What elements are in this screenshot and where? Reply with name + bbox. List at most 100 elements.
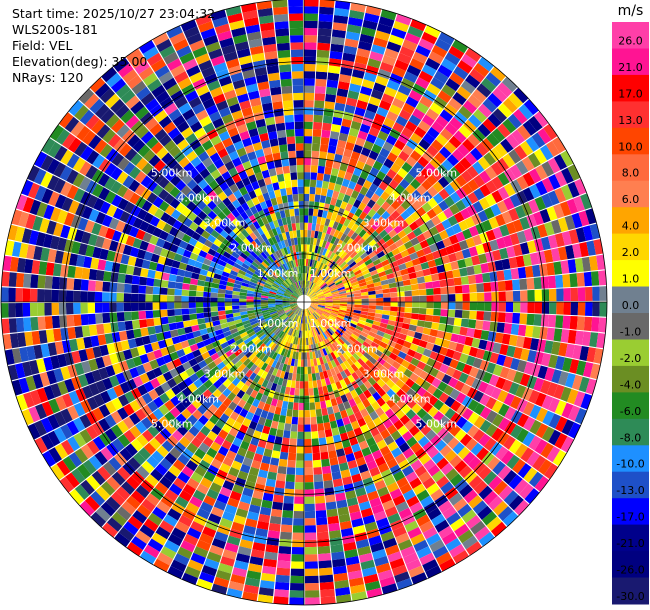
ppi-gate-cell [154,325,163,334]
ppi-gate-cell [85,165,98,180]
ppi-gate-cell [375,75,389,87]
ppi-gate-cell [294,496,304,504]
ppi-gate-cell [397,306,405,313]
ppi-gate-cell [445,245,455,255]
ppi-gate-cell [410,178,421,190]
ppi-gate-cell [191,272,200,280]
ppi-gate-cell [319,325,326,333]
ppi-gate-cell [433,96,448,109]
ppi-gate-cell [105,401,117,414]
ppi-gate-cell [306,251,310,259]
ppi-gate-cell [347,570,363,580]
ppi-gate-cell [450,517,466,532]
ppi-gate-cell [254,358,262,367]
ppi-gate-cell [112,207,124,220]
ppi-gate-cell [109,375,120,388]
ppi-gate-cell [246,269,254,276]
ppi-gate-cell [291,267,295,276]
ppi-gate-cell [309,292,316,298]
ppi-gate-cell [138,447,151,461]
ppi-gate-cell [81,325,91,337]
ppi-gate-cell [432,388,444,399]
ppi-gate-cell [329,50,343,60]
ppi-gate-cell [251,261,259,269]
ppi-gate-cell [259,462,270,472]
ppi-gate-cell [34,420,47,437]
ppi-gate-cell [483,282,492,292]
ppi-gate-cell [130,347,140,358]
ppi-gate-cell [360,470,372,481]
ppi-gate-cell [427,126,440,139]
ppi-gate-cell [341,178,351,188]
ppi-gate-cell [161,272,170,281]
ppi-gate-cell [298,273,301,281]
ppi-gate-cell [419,168,432,180]
ppi-gate-cell [419,239,429,249]
ppi-gate-cell [470,442,484,456]
ppi-gate-cell [285,187,293,196]
ppi-gate-cell [25,213,37,230]
ppi-gate-cell [392,526,407,538]
ppi-gate-cell [329,344,336,352]
ppi-gate-cell [60,439,75,456]
ppi-gate-cell [251,180,260,190]
ppi-gate-cell [277,560,291,569]
ppi-gate-cell [300,237,304,245]
ppi-gate-cell [379,275,388,282]
ppi-gate-cell [248,504,261,514]
ppi-gate-cell [367,287,376,292]
ppi-gate-cell [308,291,315,297]
ppi-gate-cell [380,402,391,413]
ppi-gate-cell [285,309,292,314]
ppi-gate-cell [285,129,295,137]
ppi-gate-cell [277,276,284,283]
ppi-gate-cell [181,144,194,157]
ppi-gate-cell [399,178,410,189]
ppi-gate-cell [304,287,306,295]
ppi-gate-cell [323,173,331,182]
ppi-gate-cell [79,500,95,517]
ppi-gate-cell [400,268,409,276]
ppi-gate-cell [140,327,149,337]
ppi-gate-cell [354,299,362,302]
ppi-gate-cell [304,374,309,382]
ppi-gate-cell [261,455,271,465]
ppi-gate-cell [240,314,249,319]
ppi-gate-cell [171,260,181,269]
ppi-gate-cell [476,311,485,321]
ppi-gate-cell [350,151,361,161]
ppi-gate-cell [185,502,200,515]
ppi-gate-cell [159,295,168,302]
ppi-gate-cell [486,362,497,374]
ppi-gate-cell [412,302,420,308]
ppi-gate-cell [281,158,290,167]
ppi-gate-cell [335,492,346,502]
ppi-gate-cell [282,325,289,333]
ppi-gate-cell [336,356,344,365]
ppi-gate-cell [294,314,299,322]
ppi-gate-cell [281,340,287,349]
ppi-gate-cell [304,13,318,21]
ppi-gate-cell [406,436,418,448]
ppi-gate-cell [262,146,272,156]
ppi-gate-cell [444,396,456,408]
ppi-gate-cell [260,323,268,330]
ppi-gate-cell [196,255,205,264]
ppi-gate-cell [343,227,351,236]
ppi-gate-cell [306,288,310,296]
ppi-gate-cell [372,277,381,284]
ppi-gate-cell [239,288,248,293]
ppi-gate-cell [484,292,492,302]
ppi-gate-cell [552,137,566,154]
ppi-gate-cell [282,263,288,271]
ppi-gate-cell [171,385,182,396]
ppi-gate-cell [449,544,466,558]
ppi-gate-cell [286,327,291,335]
ppi-gate-cell [298,417,304,425]
ppi-gate-cell [381,210,391,221]
ppi-gate-cell [539,263,548,277]
ppi-gate-cell [309,186,316,195]
ppi-gate-cell [267,321,275,328]
ppi-gate-cell [287,319,293,327]
ppi-gate-cell [225,289,233,295]
